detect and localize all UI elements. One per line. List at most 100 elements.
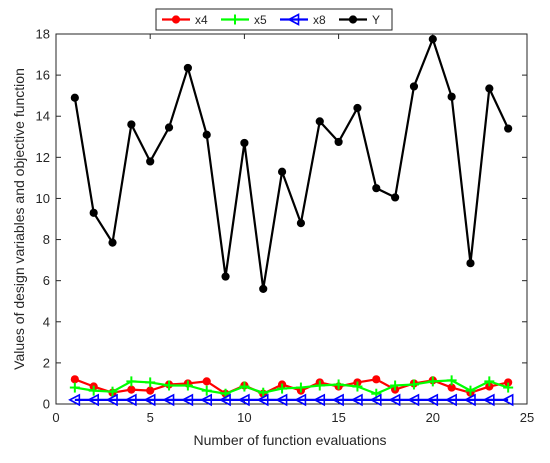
data-point-Y bbox=[504, 124, 513, 133]
x-tick-label: 5 bbox=[147, 410, 154, 425]
data-point-x5 bbox=[126, 376, 137, 387]
legend-label: Y bbox=[372, 13, 380, 27]
data-point-Y bbox=[372, 184, 381, 193]
y-tick-label: 12 bbox=[36, 150, 50, 165]
x-tick-label: 25 bbox=[520, 410, 534, 425]
x-tick-label: 20 bbox=[426, 410, 440, 425]
data-point-x8 bbox=[162, 393, 175, 407]
legend-swatch-marker bbox=[171, 15, 181, 24]
y-tick-label: 6 bbox=[43, 273, 50, 288]
data-point-x8 bbox=[350, 393, 363, 407]
legend-swatch-marker bbox=[287, 13, 300, 26]
data-point-x8 bbox=[275, 393, 288, 407]
y-tick-label: 4 bbox=[43, 314, 50, 329]
data-point-Y bbox=[221, 272, 230, 281]
data-point-x8 bbox=[218, 393, 231, 407]
x-tick-label: 0 bbox=[52, 410, 59, 425]
data-point-x5 bbox=[164, 380, 175, 391]
data-point-Y bbox=[259, 284, 268, 293]
data-point-x8 bbox=[181, 393, 194, 407]
legend-label: x8 bbox=[313, 13, 326, 27]
data-point-x5 bbox=[145, 377, 156, 388]
data-point-x4 bbox=[372, 375, 381, 384]
data-point-x8 bbox=[444, 393, 457, 407]
data-point-Y bbox=[428, 35, 437, 44]
x-tick-label: 10 bbox=[237, 410, 251, 425]
y-axis-label: Values of design variables and objective… bbox=[11, 68, 27, 370]
data-point-x5 bbox=[88, 385, 99, 396]
legend-item-Y: Y bbox=[339, 13, 380, 27]
data-point-Y bbox=[127, 120, 136, 129]
y-tick-label: 18 bbox=[36, 27, 50, 42]
data-point-x5 bbox=[239, 381, 250, 392]
series-x5 bbox=[69, 375, 514, 399]
data-point-x4 bbox=[127, 385, 136, 394]
data-point-x5 bbox=[314, 380, 325, 391]
data-point-x8 bbox=[426, 393, 439, 407]
data-point-x8 bbox=[482, 393, 495, 407]
data-point-Y bbox=[183, 63, 192, 73]
data-point-x8 bbox=[501, 393, 514, 407]
data-point-x5 bbox=[201, 385, 212, 396]
series-line-Y bbox=[73, 38, 510, 290]
data-point-x8 bbox=[407, 393, 420, 407]
data-point-x8 bbox=[143, 393, 156, 407]
data-point-x5 bbox=[258, 387, 269, 398]
data-point-x4 bbox=[202, 377, 211, 386]
data-point-Y bbox=[334, 137, 343, 147]
data-point-Y bbox=[202, 130, 211, 139]
data-point-x8 bbox=[388, 393, 401, 407]
data-point-x8 bbox=[68, 393, 81, 407]
data-point-Y bbox=[108, 238, 117, 247]
data-point-x8 bbox=[86, 393, 99, 407]
data-point-x5 bbox=[352, 381, 363, 392]
data-point-Y bbox=[409, 82, 419, 91]
data-point-x8 bbox=[331, 393, 344, 407]
data-point-Y bbox=[315, 117, 324, 126]
data-point-x8 bbox=[463, 393, 476, 407]
legend-item-x8: x8 bbox=[280, 13, 326, 27]
data-point-x5 bbox=[182, 380, 193, 391]
series-Y bbox=[70, 35, 513, 293]
data-point-Y bbox=[485, 84, 494, 93]
data-point-x5 bbox=[107, 386, 118, 397]
x-tick-label: 15 bbox=[331, 410, 345, 425]
data-point-x5 bbox=[333, 379, 344, 390]
data-point-x5 bbox=[295, 382, 306, 393]
data-point-x8 bbox=[313, 393, 326, 407]
data-point-x8 bbox=[294, 393, 307, 407]
series-x8 bbox=[68, 393, 514, 407]
data-point-Y bbox=[70, 93, 79, 102]
y-tick-label: 16 bbox=[36, 68, 50, 83]
data-point-x5 bbox=[484, 376, 495, 387]
data-point-Y bbox=[296, 219, 306, 228]
x-axis-label: Number of function evaluations bbox=[194, 432, 387, 448]
data-point-Y bbox=[146, 157, 155, 166]
data-point-x8 bbox=[200, 393, 213, 407]
y-tick-label: 0 bbox=[43, 397, 50, 412]
data-point-x4 bbox=[146, 386, 155, 395]
data-point-x5 bbox=[465, 385, 476, 396]
data-point-Y bbox=[447, 92, 456, 101]
data-point-Y bbox=[353, 103, 362, 113]
data-point-Y bbox=[89, 208, 98, 217]
data-point-x8 bbox=[237, 393, 250, 407]
plot-frame bbox=[55, 33, 528, 405]
y-tick-label: 2 bbox=[43, 355, 50, 370]
legend-item-x4: x4 bbox=[162, 13, 208, 27]
data-point-Y bbox=[466, 259, 475, 268]
data-point-Y bbox=[164, 123, 174, 132]
data-point-x5 bbox=[446, 375, 457, 386]
legend-swatch-marker bbox=[348, 15, 358, 24]
data-point-x5 bbox=[69, 382, 80, 393]
data-point-x4 bbox=[70, 375, 79, 384]
data-point-x8 bbox=[256, 393, 269, 407]
data-point-x8 bbox=[105, 393, 118, 407]
legend-box bbox=[155, 8, 393, 31]
legend-item-x5: x5 bbox=[221, 13, 267, 27]
data-point-Y bbox=[391, 193, 400, 202]
data-point-Y bbox=[277, 167, 287, 176]
legend-label: x5 bbox=[254, 13, 267, 27]
data-point-Y bbox=[240, 138, 249, 148]
